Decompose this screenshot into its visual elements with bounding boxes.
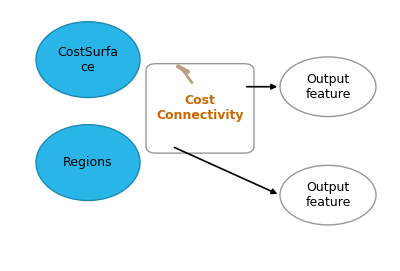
Ellipse shape xyxy=(280,165,376,225)
Ellipse shape xyxy=(36,125,140,201)
Ellipse shape xyxy=(36,22,140,98)
FancyBboxPatch shape xyxy=(146,64,254,153)
Text: CostSurfa
ce: CostSurfa ce xyxy=(58,46,118,74)
Text: Output
feature: Output feature xyxy=(305,73,351,101)
Text: Cost
Connectivity: Cost Connectivity xyxy=(156,94,244,122)
Ellipse shape xyxy=(280,57,376,117)
Text: Output
feature: Output feature xyxy=(305,181,351,209)
Text: Regions: Regions xyxy=(63,156,113,169)
